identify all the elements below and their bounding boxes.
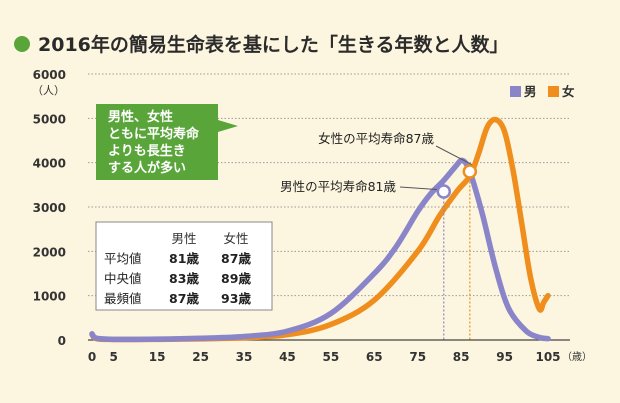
series-line-男 [89,157,551,343]
average-marker [436,184,452,199]
table-cell: 81歳 [169,251,199,266]
x-tick-label: 75 [409,350,426,364]
table-row-label: 中央値 [104,271,142,286]
stats-table-box [95,221,273,311]
table-header: 男性 [171,231,196,246]
leader-line [435,145,473,165]
legend-swatch-male [510,86,521,97]
x-tick-label: 85 [453,350,470,364]
legend-swatch-female [548,86,559,97]
x-tick-label: 95 [496,350,513,364]
callout-text-line: 男性、女性 [108,109,173,125]
callout-text-line: よりも長生き [108,143,186,159]
callout-bubble [96,104,238,180]
chart-title: 2016年の簡易生命表を基にした「生きる年数と人数」 [38,34,509,56]
male-average-label: 男性の平均寿命81歳 [280,179,396,194]
y-tick-label: 0 [58,334,66,348]
x-tick-label: 65 [366,350,383,364]
y-tick-label: 5000 [33,112,66,126]
callout-text-line: ともに平均寿命 [108,126,200,142]
leader-line [399,186,437,190]
chart-title-row: 2016年の簡易生命表を基にした「生きる年数と人数」 [14,30,509,57]
table-cell: 93歳 [221,291,251,306]
table-row-label: 平均値 [104,251,142,266]
table-cell: 87歳 [169,291,199,306]
average-marker [462,164,478,179]
table-cell: 89歳 [221,271,251,286]
y-tick-label: 2000 [33,245,66,259]
x-tick-label: 105 [535,350,560,364]
y-tick-label: 3000 [33,201,66,215]
y-tick-label: 1000 [33,290,66,304]
x-tick-label: 0 [88,350,96,364]
y-tick-label: 6000 [33,68,66,82]
legend-label-male: 男 [524,84,537,99]
green-bullet-icon [14,35,30,52]
y-axis-unit: （人） [32,84,65,97]
x-tick-label: 5 [110,350,118,364]
female-average-label: 女性の平均寿命87歳 [318,131,434,146]
x-tick-label: 25 [192,350,209,364]
x-tick-label: 15 [149,350,166,364]
legend-label-female: 女 [562,84,575,99]
table-cell: 83歳 [169,271,199,286]
table-header: 女性 [223,231,248,246]
x-tick-label: 35 [236,350,253,364]
callout-text-line: する人が多い [108,160,186,176]
table-row-label: 最頻値 [104,291,142,306]
x-axis-unit: （歳） [562,351,592,363]
y-tick-label: 4000 [33,157,66,171]
x-tick-label: 55 [323,350,340,364]
table-cell: 87歳 [221,251,251,266]
x-tick-label: 45 [279,350,296,364]
